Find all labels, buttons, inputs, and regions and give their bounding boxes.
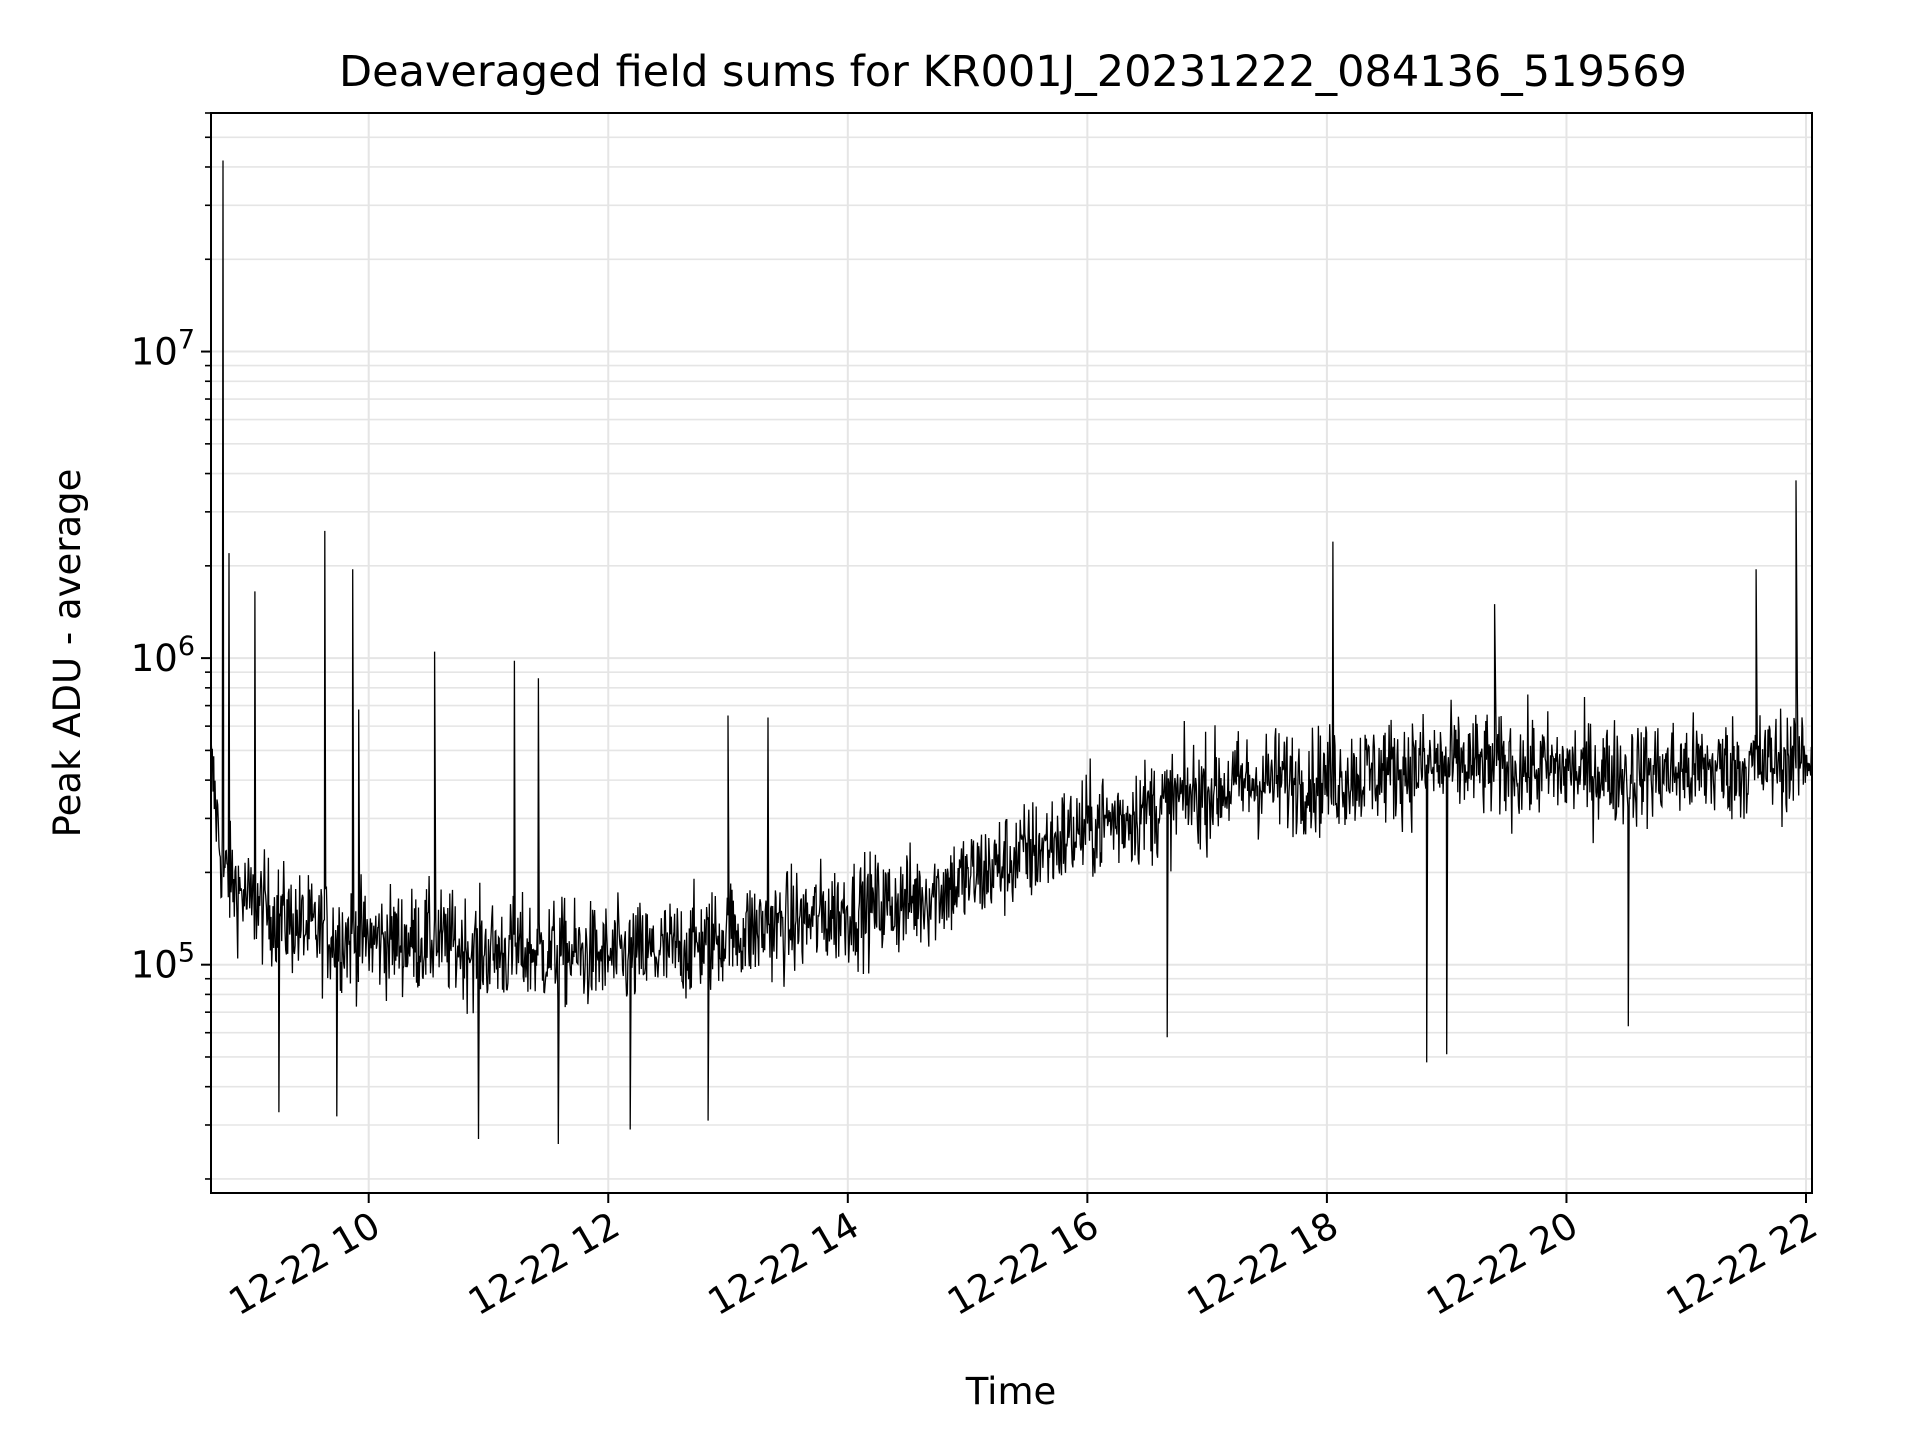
y-tick-label: 106	[131, 631, 195, 680]
y-tick-label: 105	[131, 938, 195, 987]
y-tick-exponent: 5	[178, 938, 195, 969]
y-tick-label: 107	[131, 325, 195, 374]
y-tick-base: 10	[131, 637, 178, 680]
y-tick-exponent: 7	[178, 325, 195, 356]
series-line	[210, 160, 1813, 1145]
y-tick-exponent: 6	[178, 631, 195, 662]
y-tick-base: 10	[131, 944, 178, 987]
data-series	[210, 160, 1813, 1145]
y-axis-label: Peak ADU - average	[46, 469, 89, 838]
y-tick-base: 10	[131, 331, 178, 374]
x-axis-label: Time	[965, 1370, 1057, 1413]
plot-frame	[210, 112, 1813, 1194]
chart-title: Deaveraged field sums for KR001J_2023122…	[339, 47, 1687, 97]
